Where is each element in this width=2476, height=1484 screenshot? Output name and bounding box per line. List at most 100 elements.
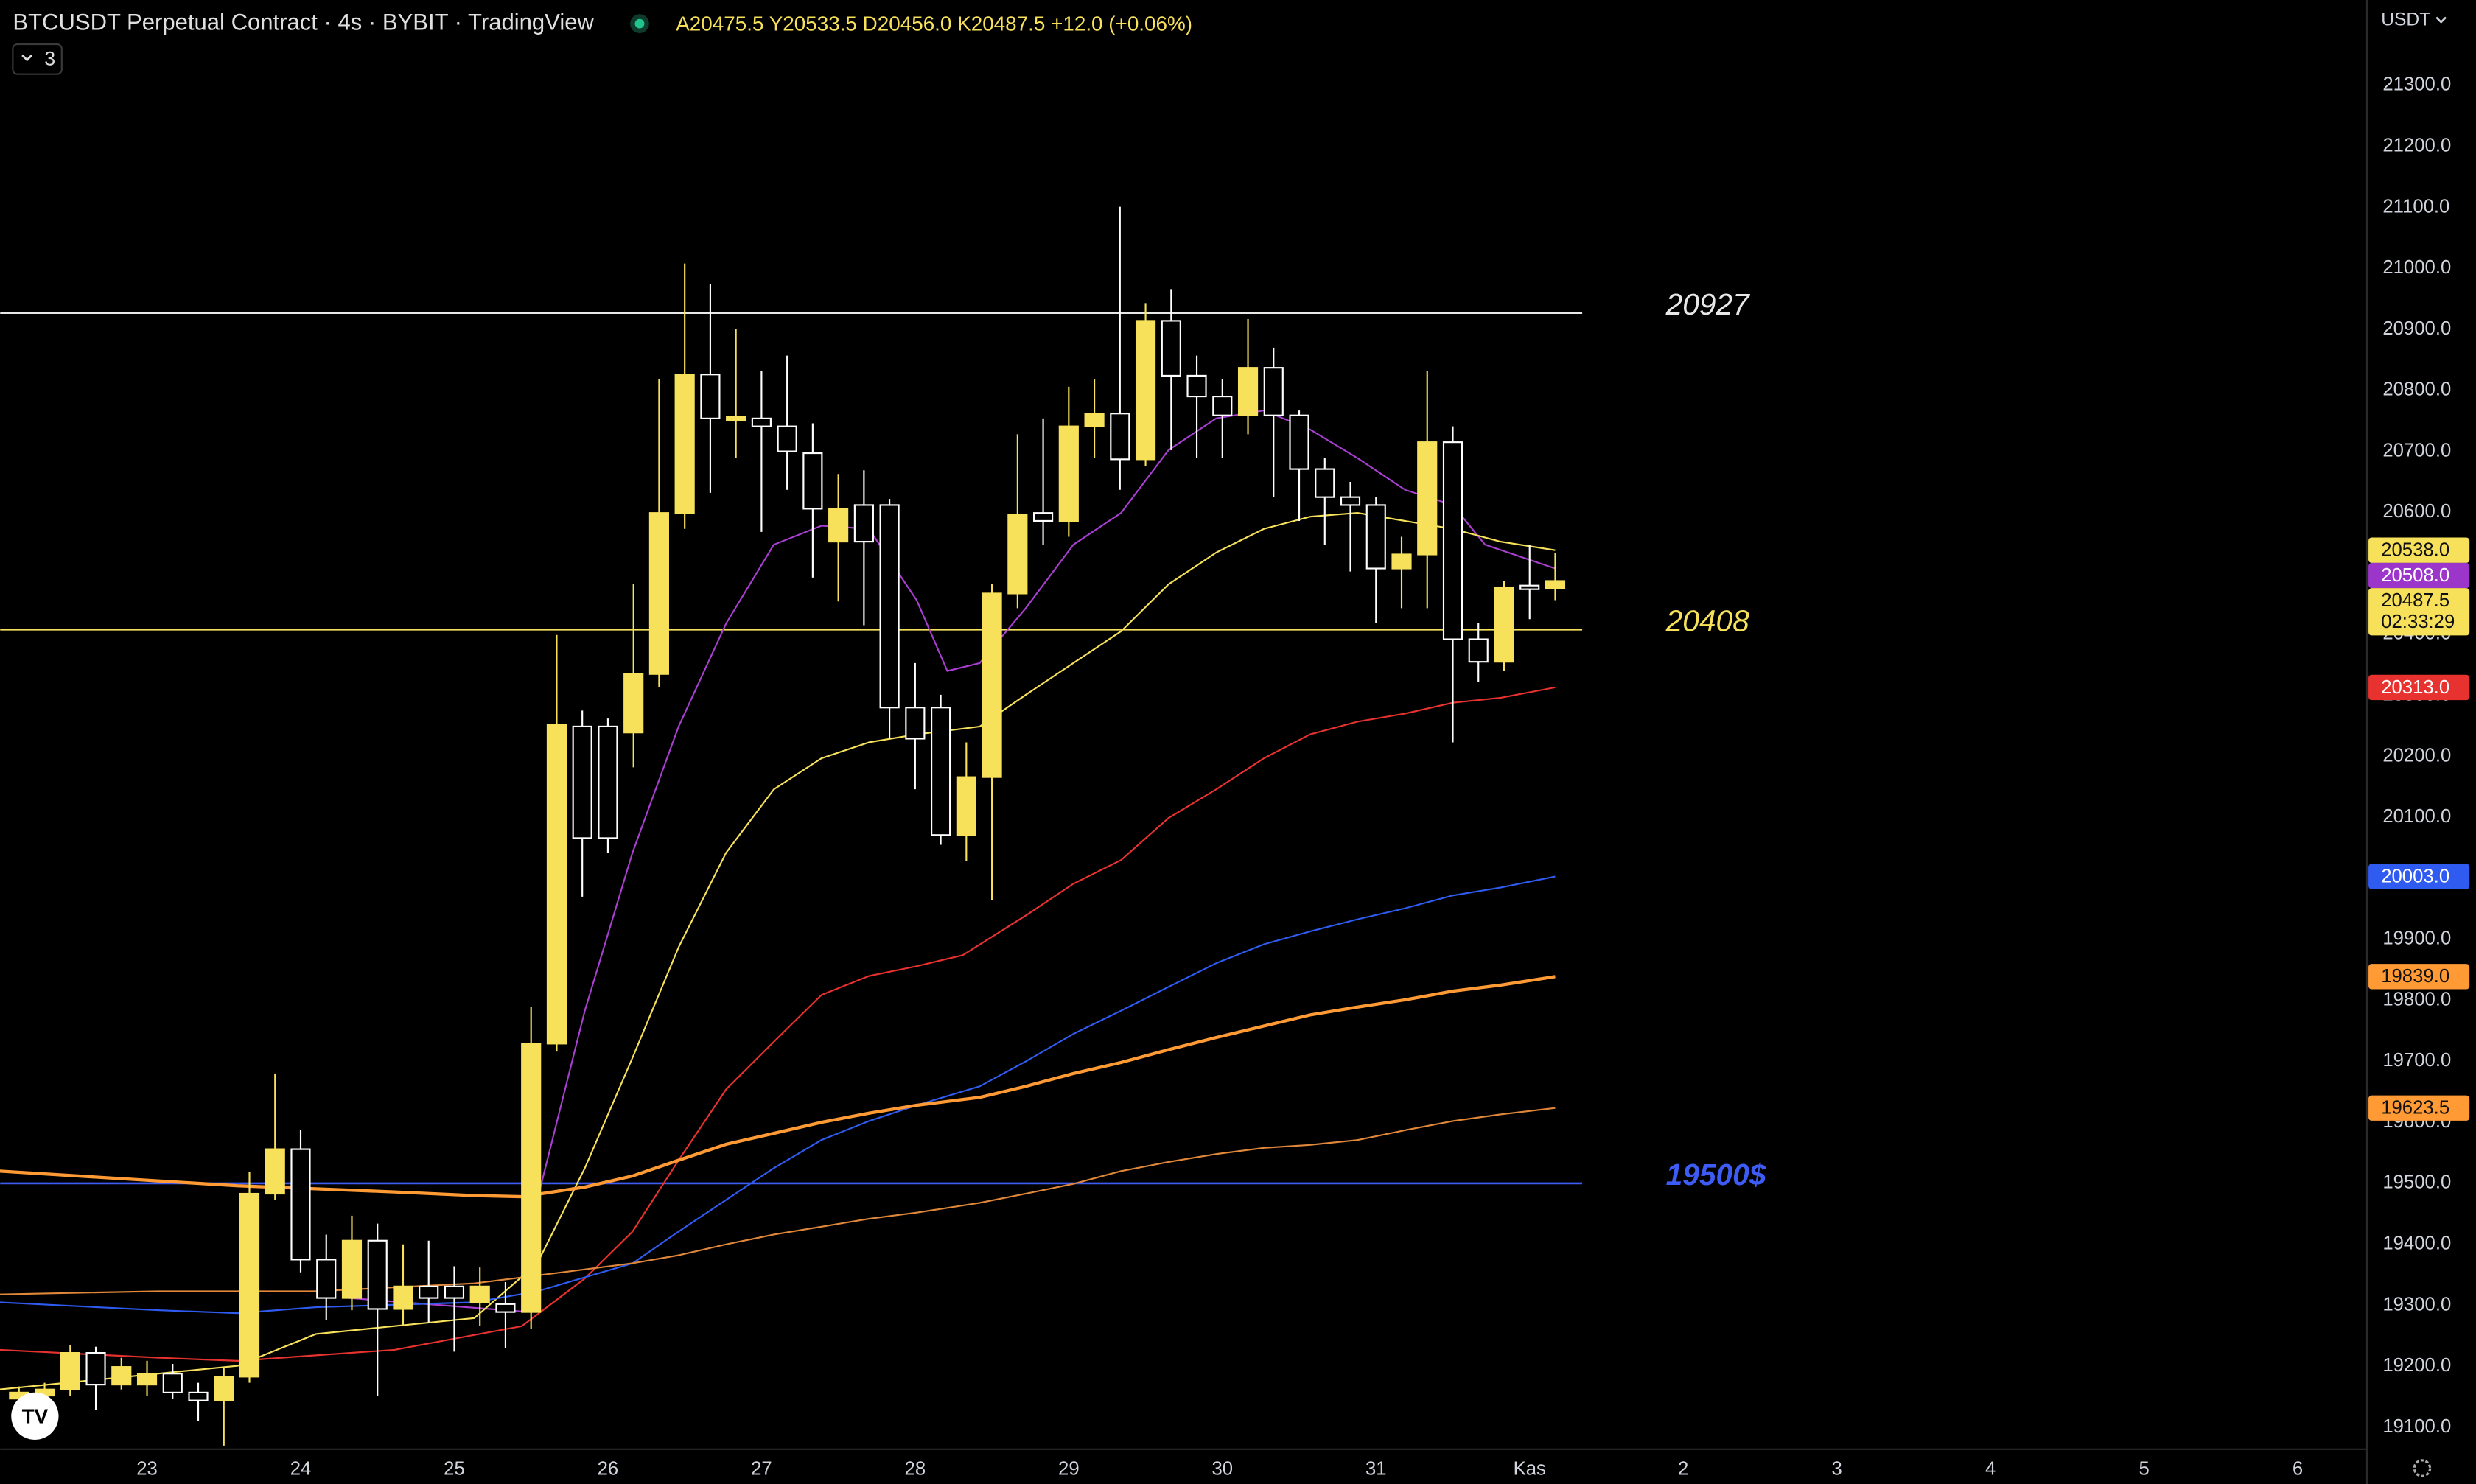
candle-body — [1110, 413, 1130, 461]
price-badge-label: 19839.0 — [2381, 966, 2449, 987]
candle-body — [85, 1351, 106, 1386]
price-badge — [2368, 588, 2470, 636]
candle-body — [1263, 367, 1284, 416]
candle-body — [367, 1239, 388, 1310]
candle-body — [1417, 441, 1438, 556]
x-tick-label: 29 — [1058, 1459, 1080, 1480]
y-tick-label: 21100.0 — [2382, 196, 2449, 217]
status-dot — [634, 18, 645, 29]
price-badge-label: 20508.0 — [2381, 565, 2449, 586]
y-tick-label: 19300.0 — [2382, 1294, 2451, 1315]
x-tick-label: Kas — [1514, 1459, 1546, 1480]
moving-average-line — [348, 409, 1556, 1312]
x-tick-label: 6 — [2293, 1459, 2303, 1480]
candle-body — [419, 1285, 439, 1299]
x-tick-label: 28 — [905, 1459, 926, 1480]
candle-body — [316, 1259, 337, 1299]
candle-body — [828, 508, 849, 543]
price-badge — [2368, 674, 2470, 701]
candle-body — [931, 707, 951, 836]
candle-body — [265, 1148, 285, 1195]
candle-body — [905, 707, 926, 740]
price-badge-label: 20313.0 — [2381, 677, 2449, 698]
candle-body — [572, 725, 592, 839]
y-tick-label: 20800.0 — [2382, 379, 2451, 400]
candle-body — [188, 1391, 209, 1401]
candle-body — [648, 512, 669, 675]
plot-area — [0, 206, 1583, 1446]
currency-selector[interactable]: USDT — [2381, 10, 2430, 29]
y-tick-label: 19100.0 — [2382, 1416, 2451, 1437]
candle-body — [136, 1373, 158, 1386]
y-tick-label: 21200.0 — [2382, 135, 2451, 155]
chart-title: BTCUSDT Perpetual Contract · 4s · BYBIT … — [13, 9, 594, 35]
candle-body — [1391, 553, 1412, 570]
candle-body — [1058, 425, 1079, 522]
candle-body — [469, 1285, 490, 1303]
price-badge-label: 20538.0 — [2381, 540, 2449, 561]
candle-body — [111, 1366, 132, 1386]
candle-body — [726, 416, 746, 421]
y-tick-label: 19500.0 — [2382, 1172, 2451, 1193]
candle-body — [1135, 320, 1156, 461]
candle-body — [60, 1351, 80, 1390]
candle-body — [1365, 504, 1386, 570]
price-badge — [2368, 864, 2470, 889]
candle-body — [1237, 367, 1259, 416]
price-badge — [2368, 537, 2470, 563]
level-label: 19500$ — [1666, 1158, 1766, 1191]
candle-body — [1442, 441, 1463, 640]
moving-average-line — [0, 975, 1556, 1199]
y-tick-label: 19900.0 — [2382, 928, 2451, 949]
candle-body — [290, 1148, 311, 1261]
candle-body — [751, 417, 772, 427]
candle-body — [1084, 413, 1105, 427]
y-tick-label: 20200.0 — [2382, 745, 2451, 766]
candle-body — [214, 1376, 234, 1401]
candle-body — [1315, 468, 1335, 498]
candle-body — [162, 1373, 183, 1393]
logo-mark: TV — [22, 1404, 49, 1427]
y-tick-label: 19200.0 — [2382, 1355, 2451, 1376]
indicator-toggle[interactable] — [12, 43, 63, 75]
moving-average-line — [0, 686, 1556, 1362]
price-badge-label: 20003.0 — [2381, 866, 2449, 886]
x-tick-label: 4 — [1985, 1459, 1996, 1480]
candle-body — [393, 1285, 413, 1310]
candle-body — [802, 452, 823, 510]
x-tick-label: 2 — [1678, 1459, 1688, 1480]
currency-chevron — [2435, 16, 2447, 24]
y-tick-label: 19700.0 — [2382, 1050, 2451, 1071]
candle-body — [239, 1192, 260, 1378]
candle-body — [495, 1303, 516, 1313]
candle-body — [956, 776, 976, 836]
candle-body — [1519, 584, 1540, 590]
level-label: 20408 — [1665, 603, 1750, 637]
y-tick-label: 21300.0 — [2382, 74, 2451, 95]
candle-body — [674, 374, 695, 514]
candle-body — [1494, 587, 1514, 663]
indicator-count: 3 — [44, 47, 55, 69]
y-tick-label: 20700.0 — [2382, 440, 2451, 461]
x-tick-label: 27 — [751, 1459, 772, 1480]
candle-body — [1289, 414, 1309, 470]
y-tick-label: 21000.0 — [2382, 257, 2451, 278]
candle-body — [521, 1043, 542, 1313]
candle-body — [1161, 320, 1181, 377]
candle-body — [1212, 396, 1233, 416]
x-tick-label: 5 — [2138, 1459, 2149, 1480]
x-tick-label: 26 — [598, 1459, 619, 1480]
y-tick-label: 20600.0 — [2382, 501, 2451, 522]
candle-body — [444, 1285, 465, 1299]
price-badge-timer: 02:33:29 — [2381, 612, 2455, 632]
y-tick-label: 20900.0 — [2382, 318, 2451, 339]
candle-body — [1186, 374, 1207, 398]
logo[interactable] — [11, 1392, 59, 1441]
candle-body — [777, 425, 797, 452]
x-tick-label: 23 — [136, 1459, 158, 1480]
price-badge — [2368, 562, 2470, 589]
candle-body — [1033, 512, 1054, 522]
settings-icon[interactable] — [2413, 1459, 2432, 1477]
